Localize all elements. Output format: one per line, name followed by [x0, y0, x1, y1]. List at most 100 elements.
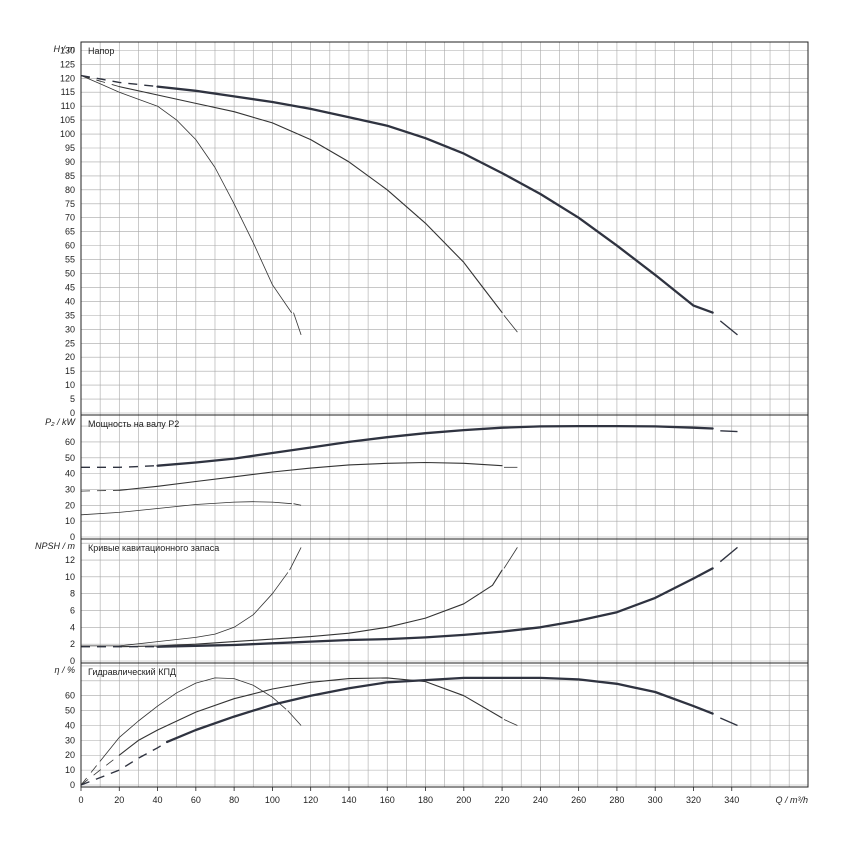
curve-startup-dashed	[80, 74, 158, 88]
x-tick-label: 140	[341, 795, 356, 805]
y-tick-label: 25	[65, 338, 75, 348]
curve-tail-segment	[289, 547, 302, 571]
y-tick-label: 8	[70, 589, 75, 599]
y-tick-label: 35	[65, 310, 75, 320]
x-tick-label: 100	[265, 795, 280, 805]
y-tick-label: 60	[65, 691, 75, 701]
y-tick-label: 20	[65, 750, 75, 760]
x-tick-label: 280	[609, 795, 624, 805]
curve-power-thick	[156, 424, 714, 467]
y-axis-label: P₂ / kW	[45, 417, 76, 427]
y-tick-label: 20	[65, 352, 75, 362]
y-tick-label: 65	[65, 227, 75, 237]
y-tick-label: 50	[65, 706, 75, 716]
panel-title: Гидравлический КПД	[88, 667, 176, 677]
curve-eff-thick	[165, 676, 714, 744]
curve-tail-segment	[720, 717, 738, 727]
x-tick-label: 20	[114, 795, 124, 805]
curve-startup-dashed	[80, 489, 120, 492]
y-tick-label: 110	[61, 101, 75, 111]
y-tick-label: 10	[65, 380, 75, 390]
y-tick-label: 60	[65, 241, 75, 251]
x-tick-label: 0	[78, 795, 83, 805]
curve-eff-thin	[99, 677, 287, 762]
panel-frame	[80, 662, 809, 788]
x-tick-label: 340	[724, 795, 739, 805]
y-tick-label: 10	[65, 516, 75, 526]
curve-tail-segment	[719, 546, 738, 563]
x-tick-label: 180	[418, 795, 433, 805]
y-tick-label: 105	[60, 115, 75, 125]
y-tick-label: 50	[65, 269, 75, 279]
x-tick-label: 80	[229, 795, 239, 805]
curve-tail-segment	[719, 320, 738, 336]
curve-startup-dashed	[80, 754, 120, 786]
curve-npsh-medium	[118, 569, 503, 648]
y-tick-label: 12	[65, 555, 75, 565]
y-tick-label: 70	[65, 213, 75, 223]
y-tick-label: 100	[60, 129, 75, 139]
y-tick-label: 30	[65, 324, 75, 334]
x-tick-label: 300	[648, 795, 663, 805]
curve-startup-dashed	[81, 465, 158, 468]
x-tick-label: 60	[191, 795, 201, 805]
y-tick-label: 0	[70, 532, 75, 542]
x-axis-label: Q / m³/h	[775, 795, 808, 805]
y-tick-label: 0	[70, 656, 75, 666]
x-tick-label: 200	[456, 795, 471, 805]
curve-npsh-thin	[80, 572, 289, 647]
x-tick-label: 260	[571, 795, 586, 805]
curve-head-medium	[118, 86, 503, 314]
y-tick-label: 0	[70, 780, 75, 790]
y-tick-label: 20	[65, 500, 75, 510]
y-tick-label: 95	[65, 143, 75, 153]
frames-layer	[80, 41, 809, 791]
y-tick-label: 130	[60, 45, 75, 55]
panel-title: Кривые кавитационного запаса	[88, 543, 219, 553]
y-axis-label: H / m	[54, 44, 76, 54]
x-tick-label: 220	[495, 795, 510, 805]
y-tick-label: 120	[60, 73, 75, 83]
curve-npsh-thick	[156, 567, 714, 648]
curve-startup-dashed	[80, 760, 101, 786]
y-tick-label: 30	[65, 484, 75, 494]
y-tick-label: 40	[65, 469, 75, 479]
x-tick-label: 320	[686, 795, 701, 805]
y-tick-label: 115	[61, 87, 75, 97]
x-tick-label: 120	[303, 795, 318, 805]
y-tick-label: 30	[65, 735, 75, 745]
y-tick-label: 6	[70, 606, 75, 616]
curve-head-thick	[156, 85, 714, 314]
y-tick-label: 85	[65, 171, 75, 181]
y-tick-label: 40	[65, 296, 75, 306]
y-tick-label: 0	[70, 408, 75, 418]
labels-layer: 0510152025303540455055606570758085909510…	[35, 44, 808, 805]
y-axis-label: η / %	[54, 665, 75, 675]
y-tick-label: 125	[60, 59, 75, 69]
curve-tail-segment	[503, 719, 518, 726]
curve-eff-medium	[118, 677, 503, 756]
y-tick-label: 40	[65, 720, 75, 730]
x-tick-label: 160	[380, 795, 395, 805]
y-axis-label: NPSH / m	[35, 541, 76, 551]
curve-tail-segment	[287, 710, 302, 726]
y-tick-label: 5	[70, 394, 75, 404]
curve-tail-segment	[720, 430, 738, 433]
y-tick-label: 10	[65, 765, 75, 775]
y-tick-label: 55	[65, 255, 75, 265]
curve-startup-dashed	[80, 75, 120, 87]
y-tick-label: 45	[65, 282, 75, 292]
panel-title: Напор	[88, 46, 114, 56]
panel-title: Мощность на валу P2	[88, 419, 179, 429]
curve-tail-segment	[503, 315, 518, 333]
y-tick-label: 50	[65, 453, 75, 463]
y-tick-label: 2	[70, 639, 75, 649]
curve-power-medium	[118, 461, 503, 491]
y-tick-label: 60	[65, 437, 75, 447]
y-tick-label: 10	[65, 572, 75, 582]
curve-tail-segment	[293, 312, 302, 336]
curve-startup-dashed	[80, 741, 168, 786]
curves-layer	[80, 74, 738, 786]
curve-power-thin	[80, 501, 292, 516]
